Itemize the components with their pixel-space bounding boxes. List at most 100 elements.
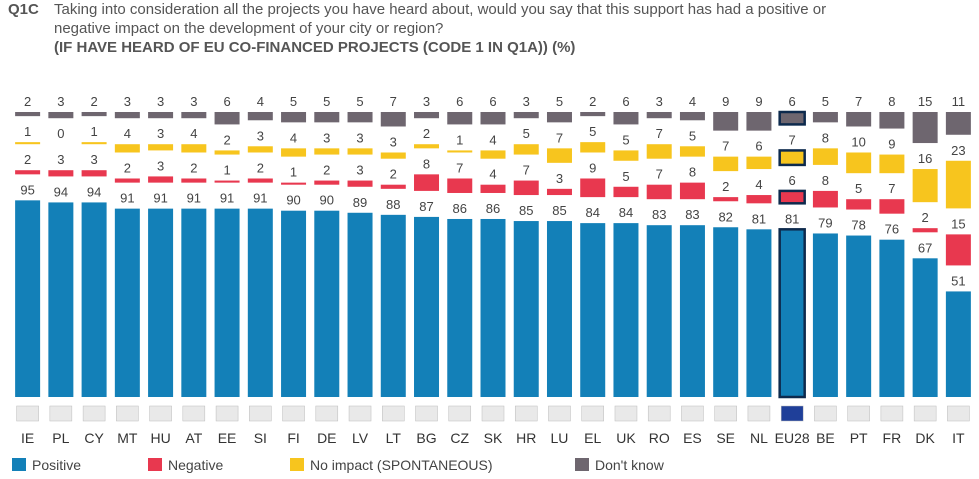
value-label: 7 (888, 181, 895, 196)
bar-1 (247, 178, 273, 183)
bar-0 (912, 258, 938, 397)
flag (116, 405, 139, 422)
value-label: 4 (190, 126, 197, 141)
value-label: 3 (157, 94, 164, 109)
bar-1 (347, 180, 373, 187)
bar-0 (713, 227, 739, 397)
value-label: 89 (353, 195, 367, 210)
bar-0 (580, 223, 606, 397)
x-tick-label: LU (551, 430, 569, 446)
bar-2 (181, 144, 207, 153)
value-label: 8 (822, 173, 829, 188)
bar-2 (912, 169, 938, 203)
bar-3 (447, 112, 473, 125)
bar-3 (846, 112, 872, 127)
value-label: 3 (423, 94, 430, 109)
bar-0 (247, 208, 273, 397)
legend-swatch (12, 458, 26, 471)
value-label: 15 (918, 94, 932, 109)
value-label: 7 (789, 132, 796, 147)
question-code: Q1C (8, 1, 39, 18)
value-label: 86 (453, 201, 467, 216)
bar-3 (812, 112, 838, 123)
bar-3 (380, 112, 406, 127)
value-label: 7 (722, 139, 729, 154)
bar-2 (15, 142, 41, 145)
flag (681, 405, 704, 422)
x-tick-label: HR (516, 430, 536, 446)
flag (382, 405, 405, 422)
value-label: 9 (722, 94, 729, 109)
value-label: 3 (257, 128, 264, 143)
value-label: 15 (951, 216, 965, 231)
bar-1 (580, 178, 606, 198)
value-label: 1 (456, 132, 463, 147)
value-label: 95 (20, 182, 34, 197)
x-tick-label: ES (683, 430, 702, 446)
bar-2 (746, 156, 772, 170)
value-label: 7 (656, 126, 663, 141)
bar-2 (546, 148, 572, 163)
flag (182, 405, 206, 422)
value-label: 6 (789, 173, 796, 188)
value-label: 2 (24, 152, 31, 167)
value-label: 83 (652, 207, 666, 222)
bar-3 (912, 112, 938, 144)
flag (548, 405, 571, 422)
x-tick-label: SI (254, 430, 267, 446)
value-label: 86 (486, 201, 500, 216)
bar-0 (812, 233, 838, 397)
value-label: 2 (124, 160, 131, 175)
bar-0 (314, 210, 340, 397)
value-label: 94 (87, 184, 101, 199)
value-label: 79 (818, 215, 832, 230)
value-label: 84 (619, 205, 633, 220)
bar-2 (247, 146, 273, 153)
bar-1 (513, 180, 539, 196)
bar-0 (447, 218, 473, 397)
bar-3 (713, 112, 739, 131)
bar-1 (414, 174, 440, 191)
value-label: 7 (456, 160, 463, 175)
bar-2 (114, 144, 140, 153)
bar-3 (414, 112, 440, 119)
value-label: 8 (423, 156, 430, 171)
bar-0 (480, 218, 506, 397)
bar-0 (778, 228, 806, 399)
value-label: 4 (489, 132, 496, 147)
bar-0 (81, 202, 107, 397)
x-tick-label: CZ (450, 430, 469, 446)
x-tick-label: HU (150, 430, 170, 446)
value-label: 51 (951, 273, 965, 288)
bar-2 (314, 148, 340, 155)
x-tick-label: PL (52, 430, 69, 446)
value-label: 91 (120, 191, 134, 206)
value-label: 85 (519, 203, 533, 218)
value-label: 7 (556, 130, 563, 145)
value-label: 81 (785, 211, 799, 226)
bar-1 (679, 182, 705, 200)
value-label: 5 (523, 126, 530, 141)
value-label: 1 (223, 163, 230, 178)
x-tick-label: EL (584, 430, 601, 446)
value-label: 9 (589, 160, 596, 175)
bar-0 (546, 221, 572, 397)
value-label: 8 (689, 165, 696, 180)
bar-2 (679, 146, 705, 157)
flag (814, 405, 837, 422)
bar-1 (380, 184, 406, 189)
bar-2 (480, 150, 506, 159)
bar-3 (15, 112, 41, 117)
value-label: 3 (556, 171, 563, 186)
value-label: 83 (685, 207, 699, 222)
flag (614, 405, 638, 422)
bar-2 (214, 150, 240, 155)
x-tick-label: SK (484, 430, 503, 446)
value-label: 90 (320, 193, 334, 208)
bar-0 (214, 208, 240, 397)
value-label: 3 (190, 94, 197, 109)
flag (315, 405, 339, 422)
value-label: 8 (822, 130, 829, 145)
bar-1 (480, 184, 506, 193)
value-label: 23 (951, 143, 965, 158)
